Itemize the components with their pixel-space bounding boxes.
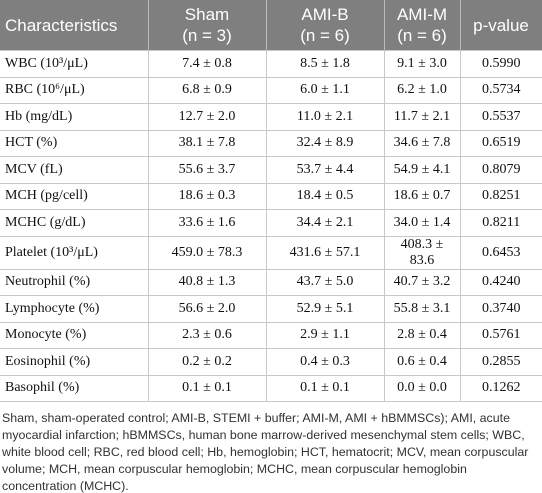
table-cell: 2.9 ± 1.1 xyxy=(265,321,385,349)
table-cell: 0.8079 xyxy=(459,156,542,184)
table-row: Platelet (10³/μL) 459.0 ± 78.3 431.6 ± 57.… xyxy=(0,235,542,270)
header-cell: AMI-B (n = 6) xyxy=(266,0,385,51)
header-text: (n = 6) xyxy=(397,26,447,45)
header-cell: p-value xyxy=(460,0,542,51)
table-cell: 2.8 ± 0.4 xyxy=(383,321,461,349)
table-row: Basophil (%) 0.1 ± 0.1 0.1 ± 0.1 0.0 ± 0.0 0… xyxy=(0,374,542,402)
table-row: HCT (%) 38.1 ± 7.8 32.4 ± 8.9 34.6 ± 7.8 0.6… xyxy=(0,129,542,157)
table-cell: 6.0 ± 1.1 xyxy=(265,76,385,104)
table-cell: 0.5761 xyxy=(459,321,542,349)
table-cell: 52.9 ± 5.1 xyxy=(265,295,385,323)
table-cell: 0.2855 xyxy=(459,348,542,376)
table-cell: 11.0 ± 2.1 xyxy=(265,103,385,131)
table-cell: 34.6 ± 7.8 xyxy=(383,129,461,157)
header-text: (n = 3) xyxy=(182,26,232,45)
table-cell: 55.6 ± 3.7 xyxy=(147,156,267,184)
table-cell: 0.6 ± 0.4 xyxy=(383,348,461,376)
row-label: Hb (mg/dL) xyxy=(0,103,149,131)
table-cell: 0.5537 xyxy=(459,103,542,131)
table-cell: 43.7 ± 5.0 xyxy=(265,268,385,296)
header-text: Sham xyxy=(184,5,230,24)
table-row: MCH (pg/cell) 18.6 ± 0.3 18.4 ± 0.5 18.6 ± … xyxy=(0,182,542,210)
table-cell: 54.9 ± 4.1 xyxy=(383,156,461,184)
header-text: AMI-M xyxy=(396,5,448,24)
header-row: Characteristics Sham (n = 3) AMI-B (n = 6) AM… xyxy=(0,0,542,51)
row-label: HCT (%) xyxy=(0,129,149,157)
table-cell: 18.4 ± 0.5 xyxy=(265,182,385,210)
header-cell: Sham (n = 3) xyxy=(148,0,267,51)
data-table: Characteristics Sham (n = 3) AMI-B (n = 6) AM… xyxy=(0,0,542,402)
footnote: Sham, sham-operated control; AMI-B, STEM… xyxy=(2,411,529,493)
header-text: p-value xyxy=(473,15,529,35)
table-cell: 0.5734 xyxy=(459,76,542,104)
table-cell: 0.6519 xyxy=(459,129,542,157)
table-row: MCHC (g/dL) 33.6 ± 1.6 34.4 ± 2.1 34.0 ± 1.… xyxy=(0,209,542,237)
table-cell: 0.4 ± 0.3 xyxy=(265,348,385,376)
header-text: (n = 6) xyxy=(300,26,350,45)
table-row: WBC (10³/μL) 7.4 ± 0.8 8.5 ± 1.8 9.1 ± 3.0 0… xyxy=(0,50,542,78)
table-cell: 6.8 ± 0.9 xyxy=(147,76,267,104)
table-cell: 40.7 ± 3.2 xyxy=(383,268,461,296)
table-cell: 408.3 ± 83.6 xyxy=(383,235,461,270)
table-cell: 11.7 ± 2.1 xyxy=(383,103,461,131)
table-cell: 34.4 ± 2.1 xyxy=(265,209,385,237)
table-cell: 56.6 ± 2.0 xyxy=(147,295,267,323)
table-row: Lymphocyte (%) 56.6 ± 2.0 52.9 ± 5.1 55.8 ±… xyxy=(0,295,542,323)
table-cell: 53.7 ± 4.4 xyxy=(265,156,385,184)
header-cell: AMI-M (n = 6) xyxy=(384,0,461,51)
table-cell: 0.1 ± 0.1 xyxy=(265,374,385,402)
row-label: Platelet (10³/μL) xyxy=(0,235,149,270)
table-cell: 8.5 ± 1.8 xyxy=(265,50,385,78)
row-label: MCH (pg/cell) xyxy=(0,182,149,210)
row-label: WBC (10³/μL) xyxy=(0,50,149,78)
header-text: AMI-B xyxy=(301,5,349,24)
table-cell: 38.1 ± 7.8 xyxy=(147,129,267,157)
table-cell: 12.7 ± 2.0 xyxy=(147,103,267,131)
table-cell: 0.8211 xyxy=(459,209,542,237)
table-row: Monocyte (%) 2.3 ± 0.6 2.9 ± 1.1 2.8 ± 0.4 0… xyxy=(0,321,542,349)
table-cell: 7.4 ± 0.8 xyxy=(147,50,267,78)
table-cell: 34.0 ± 1.4 xyxy=(383,209,461,237)
table-row: RBC (10⁶/μL) 6.8 ± 0.9 6.0 ± 1.1 6.2 ± 1.0 0… xyxy=(0,76,542,104)
table-cell: 0.8251 xyxy=(459,182,542,210)
table-cell: 0.1262 xyxy=(459,374,542,402)
table-row: Hb (mg/dL) 12.7 ± 2.0 11.0 ± 2.1 11.7 ± 2.1… xyxy=(0,103,542,131)
header-cell: Characteristics xyxy=(0,0,149,51)
table-cell: 55.8 ± 3.1 xyxy=(383,295,461,323)
table-row: Eosinophil (%) 0.2 ± 0.2 0.4 ± 0.3 0.6 ± 0.… xyxy=(0,348,542,376)
table-cell: 459.0 ± 78.3 xyxy=(147,235,267,270)
table-cell: 0.5990 xyxy=(459,50,542,78)
row-label: MCHC (g/dL) xyxy=(0,209,149,237)
table-cell: 33.6 ± 1.6 xyxy=(147,209,267,237)
table-cell: 18.6 ± 0.3 xyxy=(147,182,267,210)
row-label: Basophil (%) xyxy=(0,374,149,402)
table-cell: 0.1 ± 0.1 xyxy=(147,374,267,402)
table-cell: 40.8 ± 1.3 xyxy=(147,268,267,296)
table-cell: 0.2 ± 0.2 xyxy=(147,348,267,376)
row-label: MCV (fL) xyxy=(0,156,149,184)
table-row: MCV (fL) 55.6 ± 3.7 53.7 ± 4.4 54.9 ± 4.1 0.… xyxy=(0,156,542,184)
header-text: Characteristics xyxy=(5,15,118,35)
table-cell: 0.3740 xyxy=(459,295,542,323)
row-label: Lymphocyte (%) xyxy=(0,295,149,323)
table-cell: 6.2 ± 1.0 xyxy=(383,76,461,104)
row-label: Neutrophil (%) xyxy=(0,268,149,296)
table-row: Neutrophil (%) 40.8 ± 1.3 43.7 ± 5.0 40.7 ±… xyxy=(0,268,542,296)
table-cell: 0.6453 xyxy=(459,235,542,270)
table-body: WBC (10³/μL) 7.4 ± 0.8 8.5 ± 1.8 9.1 ± 3.0 0… xyxy=(0,50,542,402)
table-cell: 32.4 ± 8.9 xyxy=(265,129,385,157)
table-cell: 18.6 ± 0.7 xyxy=(383,182,461,210)
row-label: Monocyte (%) xyxy=(0,321,149,349)
table-cell: 0.4240 xyxy=(459,268,542,296)
table-cell: 431.6 ± 57.1 xyxy=(265,235,385,270)
row-label: RBC (10⁶/μL) xyxy=(0,76,149,104)
table-cell: 2.3 ± 0.6 xyxy=(147,321,267,349)
table-cell: 0.0 ± 0.0 xyxy=(383,374,461,402)
table-cell: 9.1 ± 3.0 xyxy=(383,50,461,78)
row-label: Eosinophil (%) xyxy=(0,348,149,376)
